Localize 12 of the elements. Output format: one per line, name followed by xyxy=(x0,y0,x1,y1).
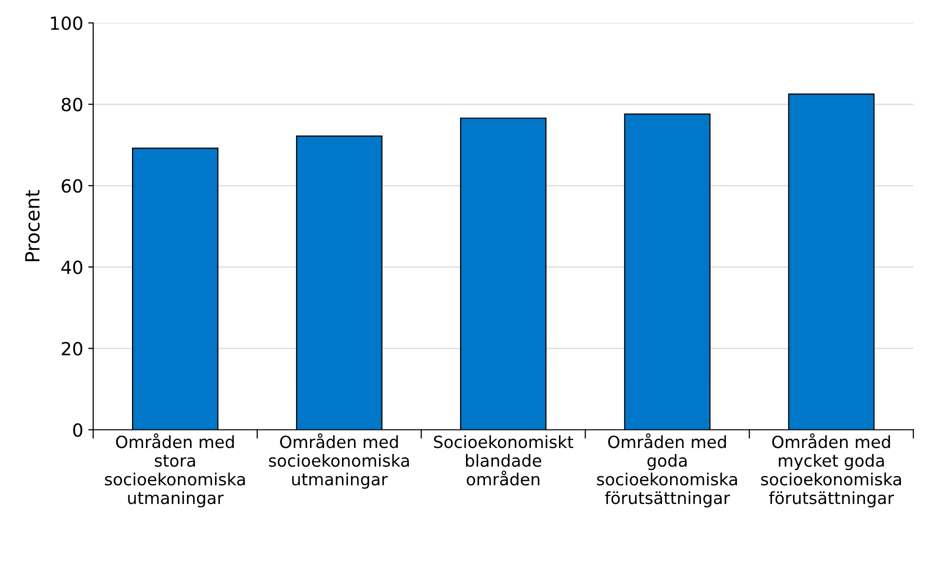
y-tick-label: 60 xyxy=(62,179,82,193)
x-tick-label: Områden med mycket goda socioekonomiska förutsättningar xyxy=(761,433,901,508)
y-tick-label: 20 xyxy=(62,342,82,356)
y-tick-label: 80 xyxy=(62,98,82,112)
x-tick-label: Områden med stora socioekonomiska utmaningar xyxy=(104,433,245,508)
y-tick-label: 40 xyxy=(61,260,82,274)
x-tick-label: Områden med socioekonomiska utmaningar xyxy=(269,433,409,489)
y-tick-label: 100 xyxy=(51,16,82,30)
x-tick-label: Områden med goda socioekonomiska förutsättningar xyxy=(597,433,737,508)
y-tick-label: 0 xyxy=(73,423,82,437)
x-tick-label: Socioekonomiskt blandade områden xyxy=(434,435,574,486)
y-axis-title: Procent xyxy=(25,190,40,262)
